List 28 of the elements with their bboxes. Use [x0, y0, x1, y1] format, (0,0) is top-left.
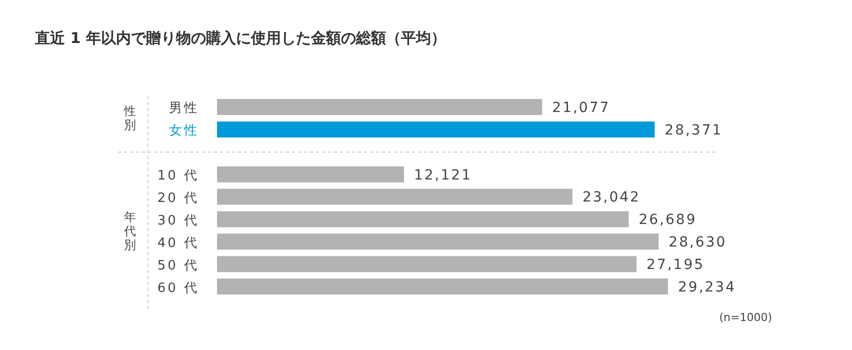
text: 性別	[124, 104, 137, 132]
y-tick-label: 40 代	[157, 236, 199, 251]
text: 年代別	[124, 210, 137, 252]
data-label: 27,195	[646, 257, 705, 274]
data-label: 28,630	[668, 234, 727, 251]
text: (n=1000)	[719, 311, 772, 324]
bar	[217, 211, 629, 228]
data-label: 21,077	[552, 100, 610, 116]
bar	[217, 99, 542, 115]
data-label: 12,121	[414, 167, 472, 184]
y-tick-label: 10 代	[157, 168, 199, 184]
data-label: 28,371	[664, 122, 723, 138]
y-tick-label: 女性	[169, 124, 199, 139]
y-tick-label: 30 代	[157, 213, 199, 228]
bar	[217, 188, 572, 205]
y-tick-label: 男性	[169, 101, 199, 116]
data-label: 26,689	[638, 212, 697, 228]
bar	[217, 166, 404, 182]
y-tick-label: 60 代	[157, 280, 199, 296]
bar	[217, 256, 637, 272]
chart-title: 直近 1 年以内で贈り物の購入に使用した金額の総額（平均）	[35, 29, 446, 48]
data-label: 29,234	[678, 280, 736, 296]
y-tick-label: 50 代	[157, 258, 199, 274]
bar	[217, 278, 668, 295]
data-label: 23,042	[582, 190, 640, 206]
y-tick-label: 20 代	[157, 191, 199, 206]
bar	[217, 121, 655, 138]
bar	[217, 234, 659, 250]
